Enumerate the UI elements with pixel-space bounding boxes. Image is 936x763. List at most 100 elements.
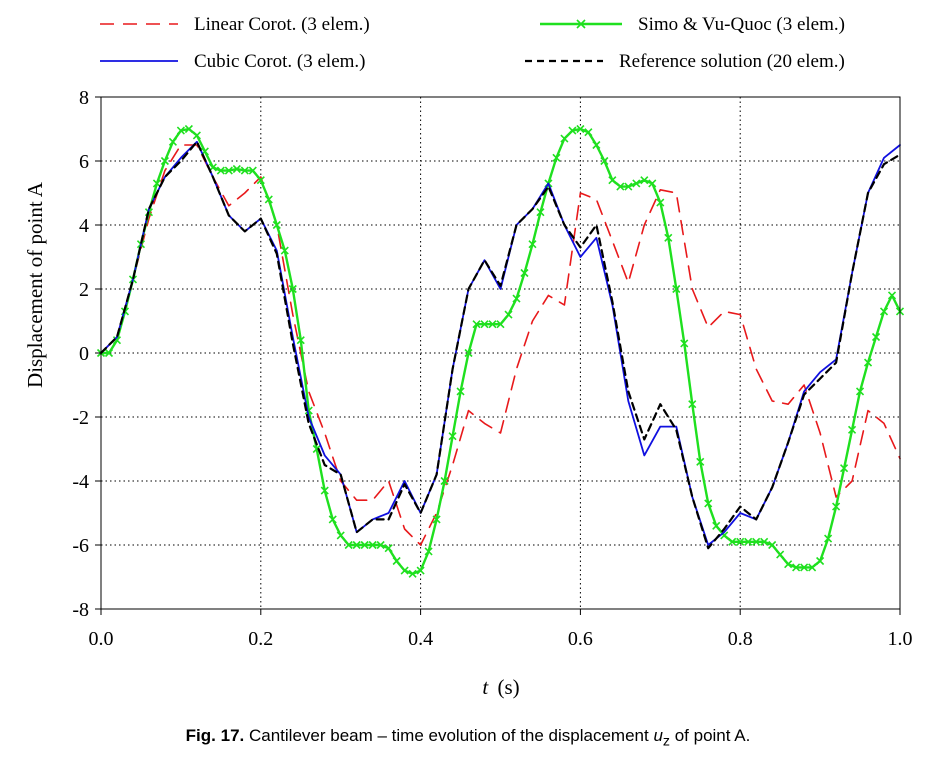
data-point-marker bbox=[296, 336, 305, 345]
data-point-marker bbox=[160, 156, 169, 166]
data-point-marker bbox=[760, 537, 769, 546]
x-tick-label: 0.4 bbox=[408, 628, 433, 650]
data-point-marker bbox=[871, 332, 881, 342]
data-point-marker bbox=[320, 486, 329, 495]
data-point-marker bbox=[432, 515, 441, 524]
data-point-marker bbox=[792, 563, 801, 572]
data-point-marker bbox=[192, 131, 201, 140]
data-point-marker bbox=[248, 166, 257, 175]
caption-text-after: of point A. bbox=[669, 726, 751, 745]
data-point-marker bbox=[832, 502, 841, 511]
y-axis-label: Displacement of point A bbox=[23, 181, 47, 388]
data-point-marker bbox=[328, 515, 337, 524]
data-point-marker bbox=[768, 540, 777, 550]
y-tick-label: -6 bbox=[72, 535, 89, 557]
data-point-marker bbox=[784, 560, 793, 569]
data-point-marker bbox=[496, 320, 505, 329]
x-axis-variable: t bbox=[482, 675, 489, 699]
y-tick-label: -4 bbox=[72, 471, 89, 493]
data-point-marker bbox=[616, 182, 625, 191]
data-point-marker bbox=[656, 198, 665, 207]
plot-frame bbox=[100, 96, 901, 610]
data-point-marker bbox=[440, 476, 449, 486]
data-point-marker bbox=[104, 348, 114, 358]
data-point-marker bbox=[400, 566, 409, 575]
data-point-marker bbox=[280, 246, 289, 255]
legend-label: Reference solution (20 elem.) bbox=[619, 51, 845, 72]
data-point-marker bbox=[392, 556, 401, 566]
data-point-marker bbox=[456, 387, 465, 396]
series-line-linear-corot-3-elem bbox=[100, 144, 901, 546]
data-point-marker bbox=[879, 307, 889, 316]
data-point-marker bbox=[712, 521, 721, 530]
legend: Linear Corot. (3 elem.) Simo & Vu-Quoc (3… bbox=[100, 14, 845, 72]
data-point-marker bbox=[608, 176, 617, 185]
data-point-marker bbox=[680, 339, 689, 348]
series-line-reference-solution-20-elem bbox=[99, 140, 902, 550]
x-tick-label: 0.6 bbox=[568, 628, 593, 650]
data-point-marker bbox=[560, 134, 569, 143]
data-point-marker bbox=[168, 137, 177, 146]
data-point-marker bbox=[408, 569, 417, 578]
y-tick-label: 6 bbox=[79, 151, 89, 173]
data-point-marker bbox=[776, 550, 785, 559]
data-point-marker bbox=[216, 166, 225, 175]
data-point-marker bbox=[184, 124, 193, 134]
data-point-marker bbox=[752, 537, 761, 546]
axis-ticks: 0.0 0.2 0.4 0.6 0.8 1.0 8 6 4 2 0 -2 -4 -6 -8 bbox=[72, 87, 912, 650]
data-point-marker bbox=[224, 166, 233, 175]
data-point-marker bbox=[624, 182, 633, 191]
data-point-marker bbox=[808, 563, 817, 572]
data-point-marker bbox=[632, 179, 641, 188]
data-point-marker bbox=[384, 544, 393, 553]
data-point-marker bbox=[536, 208, 545, 217]
data-point-marker bbox=[352, 540, 361, 550]
data-point-marker bbox=[448, 432, 457, 441]
data-point-marker bbox=[480, 320, 489, 329]
data-point-marker bbox=[664, 233, 673, 242]
data-point-marker bbox=[855, 387, 865, 396]
data-point-marker bbox=[240, 166, 249, 175]
caption-label: Fig. 17. bbox=[185, 726, 245, 745]
data-point-marker bbox=[640, 176, 649, 185]
data-point-marker bbox=[744, 537, 753, 546]
data-point-marker bbox=[256, 176, 265, 185]
data-point-marker bbox=[272, 220, 281, 230]
data-point-marker bbox=[584, 128, 593, 137]
data-point-marker bbox=[368, 540, 377, 550]
data-point-marker bbox=[424, 547, 433, 556]
x-tick-label: 0.0 bbox=[89, 628, 114, 650]
data-point-marker bbox=[840, 464, 849, 473]
data-point-marker bbox=[112, 336, 122, 345]
data-point-marker bbox=[816, 556, 825, 566]
data-point-marker bbox=[736, 537, 745, 546]
data-point-marker bbox=[504, 310, 513, 319]
data-point-marker bbox=[376, 540, 385, 550]
data-point-marker bbox=[576, 124, 585, 134]
data-point-marker bbox=[696, 457, 705, 466]
grid bbox=[101, 97, 900, 609]
data-point-marker bbox=[416, 566, 425, 575]
data-point-marker bbox=[800, 563, 809, 572]
data-point-marker bbox=[152, 179, 161, 188]
y-tick-label: -8 bbox=[72, 599, 89, 621]
data-point-marker bbox=[176, 126, 185, 135]
data-point-marker bbox=[592, 140, 601, 150]
data-point-marker bbox=[512, 294, 521, 303]
data-point-marker bbox=[288, 284, 297, 294]
legend-marker bbox=[576, 19, 586, 29]
figure-caption: Fig. 17. Cantilever beam – time evolutio… bbox=[0, 726, 936, 749]
x-tick-label: 1.0 bbox=[888, 628, 913, 650]
data-point-marker bbox=[568, 126, 577, 135]
data-point-marker bbox=[887, 291, 897, 300]
y-tick-label: -2 bbox=[72, 407, 89, 429]
data-point-marker bbox=[360, 540, 369, 550]
data-point-marker bbox=[704, 499, 713, 508]
caption-variable-subscript: z bbox=[662, 733, 670, 750]
caption-text-before: Cantilever beam – time evolution of the … bbox=[248, 726, 654, 745]
y-tick-label: 2 bbox=[79, 279, 89, 301]
series-line-cubic-corot-3-elem bbox=[100, 140, 901, 546]
data-point-marker bbox=[863, 358, 873, 367]
data-point-marker bbox=[688, 400, 697, 409]
series-layer bbox=[96, 124, 905, 578]
